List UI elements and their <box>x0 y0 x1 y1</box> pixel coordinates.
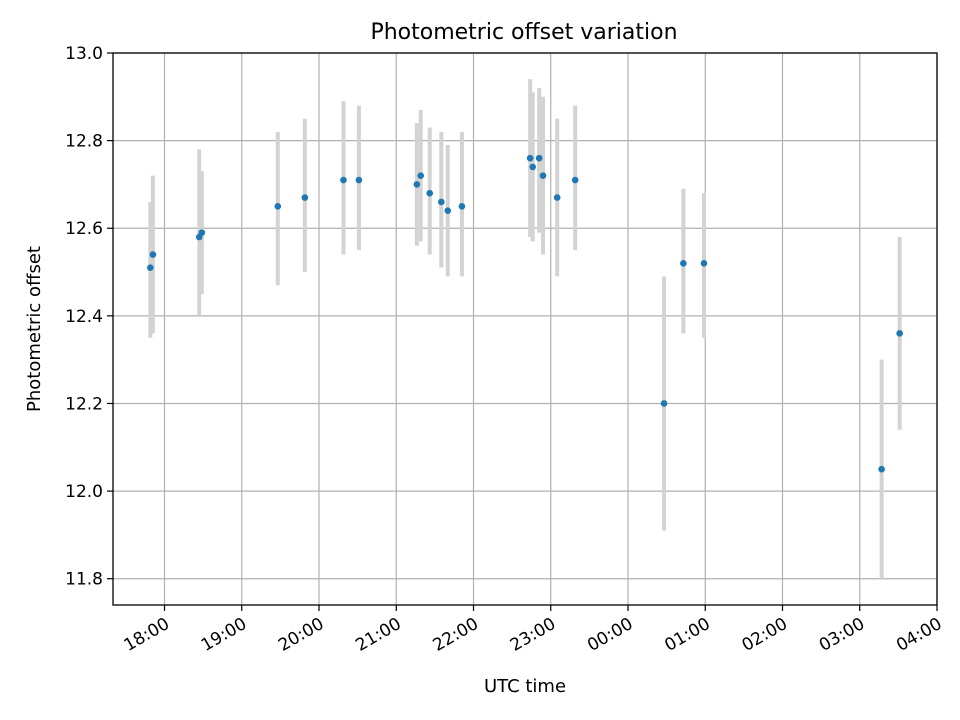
x-tick-label: 02:00 <box>739 614 791 656</box>
plot-frame <box>112 52 938 606</box>
data-point <box>535 154 543 162</box>
data-point <box>340 176 347 184</box>
x-tick-label: 01:00 <box>661 614 713 656</box>
data-point <box>878 465 885 473</box>
data-point <box>413 181 421 188</box>
data-point <box>529 163 537 171</box>
x-tick-label: 20:00 <box>275 614 327 656</box>
x-tick-label: 22:00 <box>430 614 482 656</box>
data-point <box>426 189 434 197</box>
x-tick-label: 21:00 <box>352 614 404 656</box>
y-tick-label: 12.4 <box>65 307 103 327</box>
data-point <box>458 203 466 210</box>
data-point <box>526 154 534 162</box>
x-axis-label: UTC time <box>484 676 566 697</box>
data-point <box>444 207 452 215</box>
y-tick-label: 13.0 <box>65 44 103 64</box>
y-tick-label: 12.6 <box>65 219 103 239</box>
data-point <box>417 172 425 179</box>
data-point <box>571 176 579 184</box>
x-tick-label: 23:00 <box>507 614 559 656</box>
x-tick-label: 18:00 <box>121 614 173 656</box>
y-tick-label: 12.0 <box>65 482 103 502</box>
data-point <box>539 172 547 179</box>
y-axis-ticks: 11.8 12.0 12.2 12.4 12.6 12.8 13.0 <box>65 44 113 590</box>
data-point <box>680 259 687 267</box>
error-bars <box>148 79 902 579</box>
y-tick-label: 12.2 <box>65 394 103 414</box>
y-axis-label: Photometric offset <box>24 246 45 412</box>
data-point <box>553 194 561 201</box>
data-point <box>147 264 154 271</box>
y-tick-label: 11.8 <box>65 570 103 590</box>
data-point <box>438 198 445 206</box>
y-tick-label: 12.8 <box>65 132 103 152</box>
data-point <box>896 330 903 337</box>
x-axis-ticks: 18:00 19:00 20:00 21:00 22:00 23:00 00:00 01:00… <box>121 605 946 656</box>
x-tick-label: 04:00 <box>893 614 945 656</box>
grid <box>113 52 938 605</box>
data-point <box>660 400 668 407</box>
data-point <box>198 229 206 236</box>
x-tick-label: 03:00 <box>816 614 868 656</box>
data-points <box>147 154 903 473</box>
x-tick-label: 00:00 <box>584 614 636 656</box>
data-point <box>355 176 363 184</box>
chart-title: Photometric offset variation <box>370 20 677 45</box>
data-point <box>301 194 309 201</box>
data-point <box>700 259 708 267</box>
x-tick-label: 19:00 <box>198 614 250 656</box>
data-point <box>149 251 157 258</box>
data-point <box>274 203 282 210</box>
